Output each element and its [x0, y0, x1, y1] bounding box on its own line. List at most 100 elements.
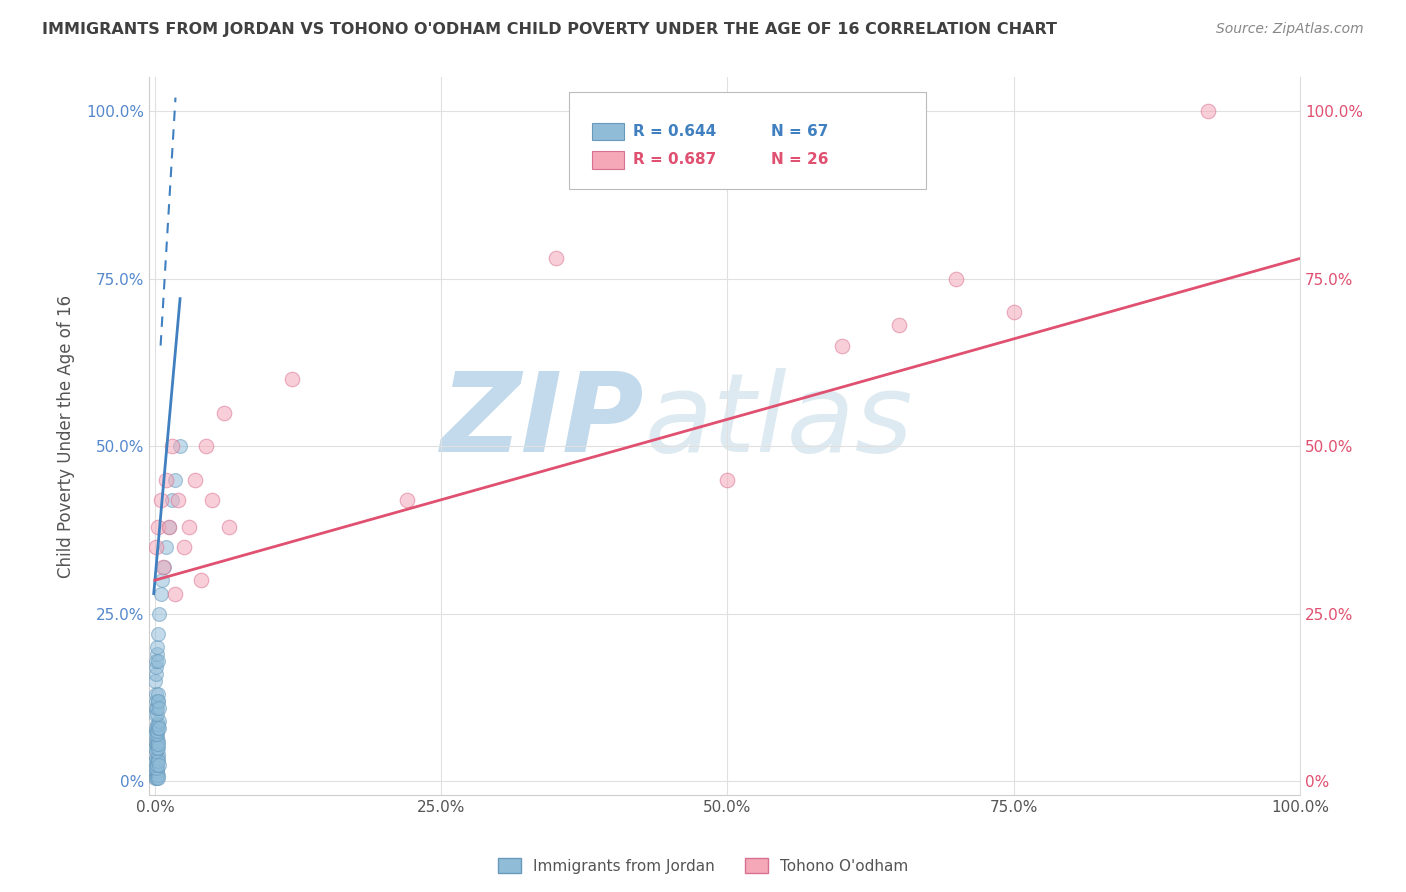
Point: [212, 406, 235, 420]
Point: [165, 473, 187, 487]
Point: [145, 717, 167, 731]
Point: [195, 439, 218, 453]
Point: [160, 492, 183, 507]
Y-axis label: Child Poverty Under the Age of 16: Child Poverty Under the Age of 16: [58, 294, 75, 578]
Point: [166, 492, 188, 507]
Point: [831, 338, 853, 352]
FancyBboxPatch shape: [592, 152, 624, 169]
Point: [160, 439, 183, 453]
Point: [148, 700, 170, 714]
Point: [146, 738, 169, 752]
Text: N = 67: N = 67: [770, 124, 828, 139]
Point: [143, 707, 166, 722]
Point: [146, 731, 169, 745]
Point: [148, 738, 170, 752]
Point: [148, 519, 170, 533]
Point: [146, 740, 169, 755]
Point: [145, 667, 167, 681]
Point: [1197, 103, 1219, 118]
Text: ZIP: ZIP: [440, 368, 644, 475]
Point: [145, 754, 167, 768]
Point: [889, 318, 911, 333]
Point: [190, 573, 212, 587]
Point: [148, 694, 170, 708]
Point: [145, 740, 167, 755]
Point: [145, 744, 167, 758]
Point: [145, 734, 167, 748]
Point: [146, 764, 169, 779]
Point: [146, 751, 169, 765]
Point: [145, 767, 167, 781]
Point: [146, 757, 169, 772]
Point: [148, 627, 170, 641]
Point: [1002, 305, 1025, 319]
Point: [148, 607, 170, 621]
Point: [145, 754, 167, 768]
Text: Source: ZipAtlas.com: Source: ZipAtlas.com: [1216, 22, 1364, 37]
Point: [148, 754, 170, 768]
Point: [945, 271, 967, 285]
Point: [146, 647, 169, 661]
Point: [152, 559, 174, 574]
Point: [145, 660, 167, 674]
Point: [148, 771, 170, 785]
Point: [544, 252, 567, 266]
Point: [148, 757, 170, 772]
Text: IMMIGRANTS FROM JORDAN VS TOHONO O'ODHAM CHILD POVERTY UNDER THE AGE OF 16 CORRE: IMMIGRANTS FROM JORDAN VS TOHONO O'ODHAM…: [42, 22, 1057, 37]
Point: [145, 764, 167, 779]
Point: [146, 694, 169, 708]
Point: [145, 700, 167, 714]
Point: [148, 721, 170, 735]
Text: N = 26: N = 26: [770, 153, 828, 168]
Text: R = 0.644: R = 0.644: [633, 124, 716, 139]
Point: [157, 519, 180, 533]
Point: [145, 771, 167, 785]
FancyBboxPatch shape: [569, 92, 927, 188]
Point: [153, 559, 176, 574]
Point: [146, 767, 169, 781]
Point: [179, 519, 201, 533]
Point: [155, 540, 177, 554]
Point: [146, 640, 169, 655]
Point: [165, 586, 187, 600]
Point: [146, 734, 169, 748]
Point: [146, 747, 169, 762]
Point: [169, 439, 191, 453]
Point: [146, 761, 169, 775]
FancyBboxPatch shape: [592, 122, 624, 140]
Point: [143, 727, 166, 741]
Text: R = 0.687: R = 0.687: [633, 153, 716, 168]
Point: [146, 687, 169, 701]
Point: [155, 473, 177, 487]
Point: [145, 761, 167, 775]
Point: [145, 687, 167, 701]
Point: [395, 492, 418, 507]
Point: [201, 492, 224, 507]
Point: [145, 724, 167, 739]
Point: [149, 492, 172, 507]
Point: [145, 694, 167, 708]
Point: [281, 372, 304, 386]
Point: [143, 673, 166, 688]
Point: [145, 540, 167, 554]
Point: [157, 519, 180, 533]
Point: [146, 724, 169, 739]
Text: atlas: atlas: [644, 368, 912, 475]
Point: [145, 738, 167, 752]
Point: [148, 717, 170, 731]
Point: [218, 519, 240, 533]
Point: [146, 700, 169, 714]
Point: [184, 473, 207, 487]
Point: [146, 727, 169, 741]
Point: [145, 751, 167, 765]
Point: [145, 721, 167, 735]
Point: [149, 586, 172, 600]
Point: [145, 707, 167, 722]
Point: [146, 740, 169, 755]
Point: [145, 767, 167, 781]
Point: [146, 654, 169, 668]
Point: [146, 771, 169, 785]
Point: [716, 473, 738, 487]
Point: [173, 540, 195, 554]
Point: [145, 757, 167, 772]
